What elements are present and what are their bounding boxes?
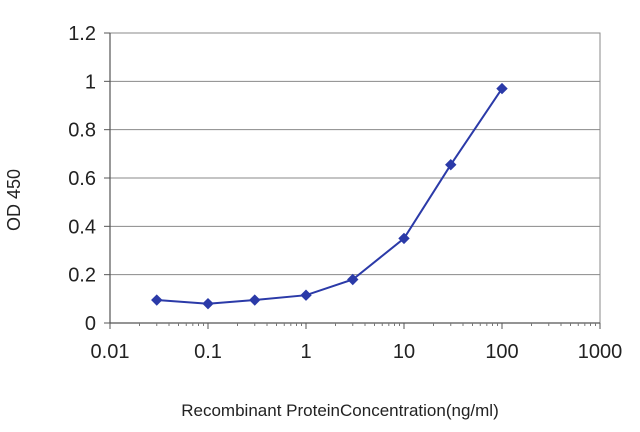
y-tick-label: 1.2	[68, 23, 96, 45]
y-tick-label: 0	[85, 313, 96, 335]
data-point	[151, 294, 163, 306]
y-tick-label: 0.4	[68, 216, 96, 238]
y-axis-title: OD 450	[4, 169, 24, 231]
x-axis-title: Recombinant ProteinConcentration(ng/ml)	[181, 401, 499, 420]
data-point	[249, 294, 261, 306]
x-tick-label: 0.1	[194, 341, 222, 363]
data-point	[445, 159, 457, 171]
data-point	[347, 273, 359, 286]
series-layer	[151, 82, 508, 310]
x-tick-label: 1000	[578, 341, 623, 363]
y-tick-label: 1	[85, 71, 96, 93]
tick-labels: 0 0.2 0.4 0.6 0.8 1 1.2 0.01 0.1 1 10 100 1000	[68, 23, 622, 363]
axes	[104, 32, 601, 329]
data-point	[398, 232, 410, 245]
data-point	[496, 82, 508, 95]
x-tick-label: 10	[393, 341, 415, 363]
x-tick-label: 100	[485, 341, 518, 363]
data-point	[202, 297, 214, 310]
series-line	[156, 88, 503, 305]
y-tick-label: 0.2	[68, 265, 96, 287]
y-tick-label: 0.6	[68, 168, 96, 190]
x-tick-label: 0.01	[91, 341, 130, 363]
data-point	[300, 289, 312, 301]
gridlines	[110, 32, 600, 276]
y-tick-label: 0.8	[68, 120, 96, 142]
x-tick-label: 1	[300, 341, 311, 363]
